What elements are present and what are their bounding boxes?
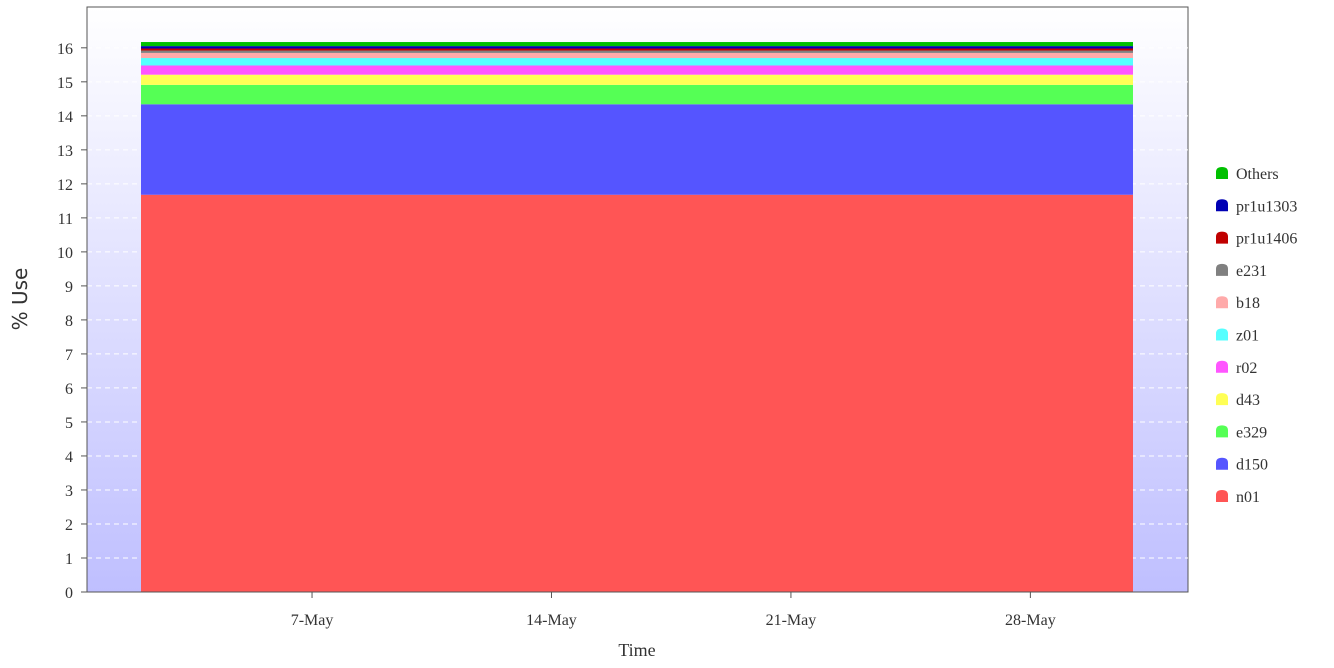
legend-label: d150 (1236, 457, 1268, 474)
legend-swatch (1216, 425, 1228, 438)
area-Others (141, 42, 1133, 47)
legend: Others pr1u1303 pr1u1406 e231 b18 z01 r02 d43 e3… (1216, 166, 1297, 506)
area-d150 (141, 104, 1133, 195)
y-tick-label: 9 (65, 279, 73, 296)
x-tick-label: 14-May (526, 612, 577, 629)
legend-label: n01 (1236, 489, 1260, 506)
y-tick-label: 13 (57, 143, 73, 160)
legend-label: z01 (1236, 328, 1259, 345)
legend-item-b18: b18 (1216, 295, 1260, 312)
y-tick-label: 11 (58, 211, 73, 228)
legend-swatch (1216, 360, 1228, 373)
legend-swatch (1216, 231, 1228, 244)
legend-swatch (1216, 199, 1228, 212)
x-tick-label: 28-May (1005, 612, 1056, 629)
legend-swatch (1216, 296, 1228, 309)
legend-swatch (1216, 457, 1228, 470)
legend-label: e231 (1236, 263, 1267, 280)
legend-label: b18 (1236, 295, 1260, 312)
legend-item-z01: z01 (1216, 328, 1259, 345)
y-tick-label: 16 (57, 41, 73, 58)
legend-swatch (1216, 263, 1228, 276)
legend-swatch (1216, 167, 1228, 179)
y-tick-label: 7 (65, 347, 73, 364)
legend-item-d43: d43 (1216, 392, 1260, 409)
area-e231 (141, 50, 1133, 53)
y-tick-label: 14 (57, 109, 73, 126)
legend-item-pr1u1406: pr1u1406 (1216, 231, 1297, 248)
y-tick-label: 8 (65, 313, 73, 330)
series-areas (141, 42, 1133, 592)
area-pr1u1406 (141, 48, 1133, 51)
x-axis-ticks: 7-May 14-May 21-May 28-May (291, 592, 1056, 629)
x-tick-label: 21-May (766, 612, 817, 629)
y-axis-title: % Use (8, 268, 32, 331)
y-tick-label: 4 (65, 449, 73, 466)
y-tick-label: 6 (65, 381, 73, 398)
y-tick-label: 2 (65, 517, 73, 534)
legend-label: pr1u1303 (1236, 198, 1297, 215)
legend-swatch (1216, 328, 1228, 341)
area-b18 (141, 52, 1133, 59)
area-n01 (141, 194, 1133, 592)
y-tick-label: 3 (65, 483, 73, 500)
legend-item-Others: Others (1216, 166, 1279, 183)
area-z01 (141, 58, 1133, 66)
legend-item-r02: r02 (1216, 360, 1257, 377)
y-tick-label: 15 (57, 75, 73, 92)
area-d43 (141, 74, 1133, 85)
legend-label: e329 (1236, 424, 1267, 441)
axes (86, 7, 1188, 593)
legend-item-d150: d150 (1216, 457, 1268, 474)
legend-label: r02 (1236, 360, 1257, 377)
x-axis-title: Time (618, 640, 655, 660)
area-e329 (141, 84, 1133, 105)
legend-swatch (1216, 393, 1228, 406)
area-r02 (141, 65, 1133, 75)
legend-item-e231: e231 (1216, 263, 1267, 280)
legend-item-n01: n01 (1216, 489, 1260, 506)
legend-label: Others (1236, 166, 1279, 183)
y-tick-label: 5 (65, 415, 73, 432)
legend-label: pr1u1406 (1236, 231, 1297, 248)
legend-item-e329: e329 (1216, 424, 1267, 441)
y-tick-label: 12 (57, 177, 73, 194)
legend-swatch (1216, 490, 1228, 502)
x-tick-label: 7-May (291, 612, 334, 629)
legend-label: d43 (1236, 392, 1260, 409)
y-tick-label: 1 (65, 551, 73, 568)
y-tick-label: 10 (57, 245, 73, 262)
legend-item-pr1u1303: pr1u1303 (1216, 198, 1297, 215)
y-tick-label: 0 (65, 585, 73, 602)
area-pr1u1303 (141, 46, 1133, 49)
